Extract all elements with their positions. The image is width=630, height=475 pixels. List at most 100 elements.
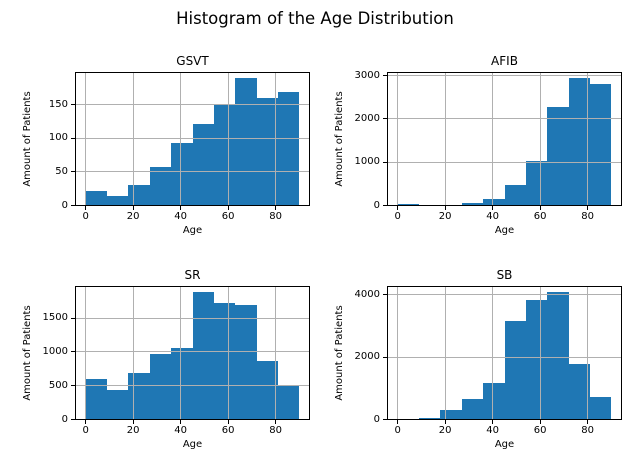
histogram-bar — [462, 202, 483, 206]
gridline-x — [85, 285, 87, 420]
histogram-bar — [505, 320, 526, 420]
gridline-y — [75, 171, 310, 173]
gridline-x — [397, 71, 399, 206]
y-tick-mark — [71, 419, 75, 420]
histogram-bar — [547, 106, 569, 206]
x-tick-mark — [444, 205, 446, 210]
y-tick-mark — [383, 205, 387, 206]
x-tick-label: 60 — [221, 424, 235, 436]
x-tick-mark — [275, 205, 277, 210]
y-axis-label: Amount of Patients — [22, 90, 33, 187]
x-tick-mark — [539, 205, 541, 210]
y-tick-mark — [71, 104, 75, 106]
y-tick-label: 1500 — [42, 312, 68, 324]
y-tick-label: 1000 — [42, 345, 68, 357]
y-tick-mark — [383, 419, 387, 420]
x-tick-label: 60 — [533, 424, 547, 436]
histogram-bar — [171, 347, 193, 420]
gridline-y — [387, 356, 622, 358]
x-tick-mark — [492, 205, 494, 210]
histogram-bar — [526, 160, 547, 206]
y-tick-label: 2000 — [354, 112, 380, 124]
x-tick-label: 0 — [394, 210, 401, 222]
histogram-bar — [483, 198, 505, 206]
histogram-bar — [128, 372, 150, 420]
x-tick-label: 0 — [394, 424, 401, 436]
histogram-bar — [440, 409, 462, 420]
gridline-y — [75, 104, 310, 106]
x-axis-label: Age — [182, 224, 203, 236]
gridline-x — [180, 285, 182, 420]
gridline-x — [132, 71, 134, 206]
x-tick-mark — [227, 205, 229, 210]
histogram-bar — [569, 363, 590, 420]
y-tick-label: 1000 — [354, 156, 380, 168]
y-tick-mark — [71, 317, 75, 319]
subplot-title: GSVT — [176, 53, 209, 68]
plot-area — [387, 285, 622, 420]
histogram-bar — [590, 396, 611, 420]
y-tick-label: 100 — [48, 132, 68, 144]
plot-area — [387, 71, 622, 206]
gridline-y — [387, 294, 622, 296]
histogram-bar — [483, 382, 505, 420]
y-tick-label: 0 — [373, 413, 380, 425]
gridline-x — [444, 71, 446, 206]
x-tick-mark — [180, 205, 182, 210]
x-tick-label: 0 — [82, 210, 89, 222]
histogram-bar — [257, 97, 278, 206]
histogram-bar — [278, 91, 299, 206]
x-tick-label: 0 — [82, 424, 89, 436]
histogram-bar — [86, 378, 107, 420]
gridline-x — [444, 285, 446, 420]
y-tick-label: 2000 — [354, 351, 380, 363]
x-tick-label: 20 — [126, 424, 140, 436]
x-tick-label: 80 — [269, 210, 282, 222]
x-tick-mark — [132, 419, 134, 424]
histogram-bar — [526, 299, 547, 420]
gridline-x — [275, 285, 277, 420]
y-axis-label: Amount of Patients — [22, 304, 33, 401]
x-tick-label: 20 — [438, 210, 452, 222]
histogram-bar — [257, 360, 278, 420]
gridline-x — [85, 71, 87, 206]
y-tick-label: 500 — [48, 379, 68, 391]
x-tick-mark — [587, 419, 589, 424]
y-axis-label: Amount of Patients — [334, 304, 345, 401]
gridline-x — [539, 285, 541, 420]
subplot-title: SB — [496, 267, 513, 282]
y-tick-label: 4000 — [354, 288, 380, 300]
gridline-x — [539, 71, 541, 206]
histogram-bar — [107, 195, 128, 206]
plot-area — [75, 71, 310, 206]
y-tick-label: 0 — [61, 199, 68, 211]
histogram-bar — [462, 398, 483, 420]
gridline-y — [75, 385, 310, 387]
x-tick-label: 80 — [581, 424, 594, 436]
y-tick-mark — [71, 171, 75, 173]
x-axis-label: Age — [182, 438, 203, 450]
x-tick-mark — [492, 419, 494, 424]
x-tick-mark — [397, 205, 399, 210]
histogram-bar — [569, 77, 590, 206]
x-tick-mark — [275, 419, 277, 424]
histogram-bar — [150, 353, 171, 420]
gridline-y — [75, 351, 310, 353]
gridline-y — [387, 118, 622, 120]
x-tick-mark — [397, 419, 399, 424]
y-axis-label: Amount of Patients — [334, 90, 345, 187]
histogram-bar — [547, 291, 569, 420]
y-tick-mark — [383, 161, 387, 163]
gridline-x — [492, 71, 494, 206]
gridline-x — [227, 285, 229, 420]
figure-title: Histogram of the Age Distribution — [176, 9, 454, 28]
histogram-bar — [214, 104, 235, 206]
plot-area — [75, 285, 310, 420]
x-tick-mark — [539, 419, 541, 424]
x-tick-mark — [85, 419, 87, 424]
y-tick-label: 50 — [55, 165, 68, 177]
gridline-x — [227, 71, 229, 206]
x-tick-label: 80 — [269, 424, 282, 436]
x-tick-label: 40 — [174, 210, 187, 222]
